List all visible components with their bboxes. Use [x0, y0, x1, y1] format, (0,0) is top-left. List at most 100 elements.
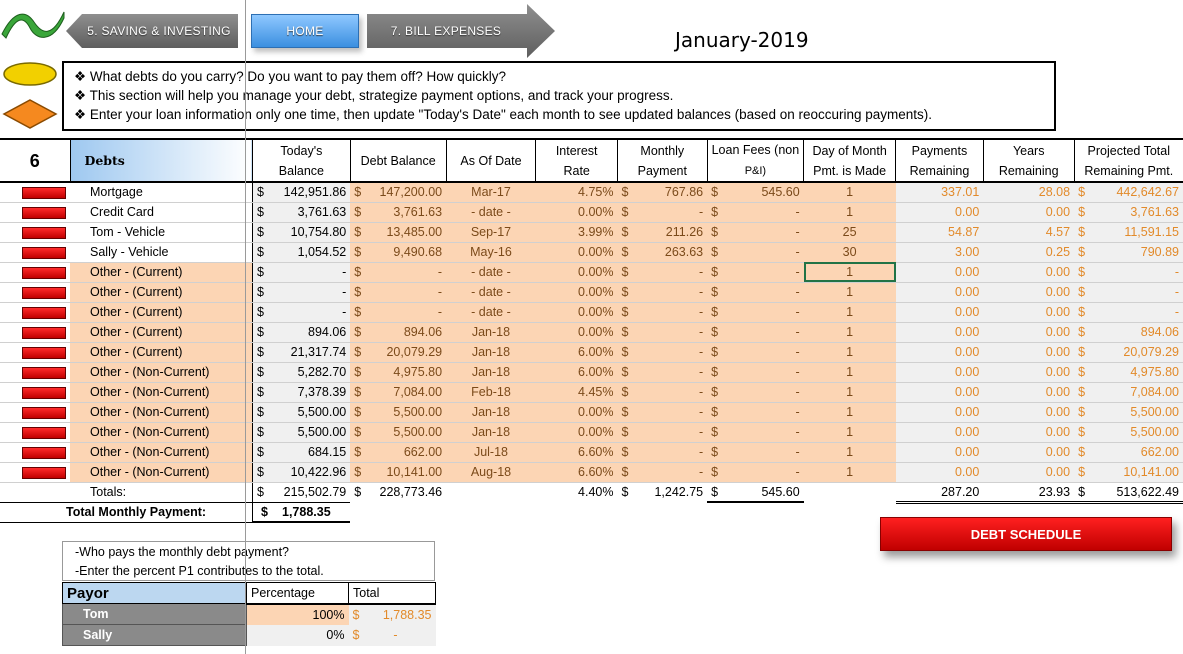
loan-fees[interactable]: -: [795, 245, 800, 259]
monthly-payment[interactable]: -: [698, 445, 704, 459]
nav-next-button[interactable]: 7. BILL EXPENSES: [367, 4, 555, 58]
debt-balance[interactable]: 662.00: [403, 445, 443, 459]
day-of-month[interactable]: 1: [803, 202, 896, 223]
loan-fees[interactable]: -: [795, 445, 800, 459]
debt-name[interactable]: Mortgage: [70, 182, 253, 203]
loan-fees[interactable]: -: [795, 305, 800, 319]
as-of-date[interactable]: Mar-17: [446, 182, 536, 203]
as-of-date[interactable]: - date -: [446, 202, 536, 223]
row-tab[interactable]: [0, 342, 70, 363]
monthly-payment[interactable]: -: [698, 325, 704, 339]
as-of-date[interactable]: - date -: [446, 302, 536, 323]
row-tab[interactable]: [0, 262, 70, 283]
interest-rate[interactable]: 6.00%: [535, 362, 618, 383]
red-tab-icon[interactable]: [22, 206, 66, 219]
loan-fees[interactable]: -: [795, 285, 800, 299]
loan-fees[interactable]: -: [795, 385, 800, 399]
monthly-payment[interactable]: -: [698, 385, 704, 399]
red-tab-icon[interactable]: [22, 326, 66, 339]
day-of-month[interactable]: 1: [803, 462, 896, 483]
row-tab[interactable]: [0, 382, 70, 403]
debt-balance[interactable]: 4,975.80: [393, 365, 443, 379]
debt-balance[interactable]: 5,500.00: [393, 405, 443, 419]
monthly-payment[interactable]: -: [698, 365, 704, 379]
interest-rate[interactable]: 0.00%: [535, 422, 618, 443]
interest-rate[interactable]: 0.00%: [535, 402, 618, 423]
row-tab[interactable]: [0, 402, 70, 423]
as-of-date[interactable]: Jan-18: [446, 322, 536, 343]
red-tab-icon[interactable]: [22, 286, 66, 299]
red-tab-icon[interactable]: [22, 346, 66, 359]
nav-home-button[interactable]: HOME: [251, 14, 359, 48]
day-of-month[interactable]: 30: [803, 242, 896, 263]
debt-balance[interactable]: -: [437, 285, 443, 299]
as-of-date[interactable]: Jan-18: [446, 422, 536, 443]
debt-name[interactable]: Other - (Non-Current): [70, 362, 253, 383]
red-tab-icon[interactable]: [22, 306, 66, 319]
red-tab-icon[interactable]: [22, 406, 66, 419]
debt-balance[interactable]: 20,079.29: [386, 345, 443, 359]
loan-fees[interactable]: -: [795, 325, 800, 339]
interest-rate[interactable]: 6.00%: [535, 342, 618, 363]
row-tab[interactable]: [0, 462, 70, 483]
monthly-payment[interactable]: -: [698, 425, 704, 439]
loan-fees[interactable]: -: [795, 265, 800, 279]
debt-name[interactable]: Other - (Current): [70, 282, 253, 303]
debt-balance[interactable]: 10,141.00: [386, 465, 443, 479]
debt-name[interactable]: Other - (Current): [70, 322, 253, 343]
debt-balance[interactable]: -: [437, 265, 443, 279]
interest-rate[interactable]: 6.60%: [535, 442, 618, 463]
red-tab-icon[interactable]: [22, 266, 66, 279]
row-tab[interactable]: [0, 362, 70, 383]
day-of-month[interactable]: 1: [803, 262, 896, 283]
monthly-payment[interactable]: 211.26: [665, 225, 704, 239]
debt-name[interactable]: Other - (Non-Current): [70, 462, 253, 483]
red-tab-icon[interactable]: [22, 186, 66, 199]
monthly-payment[interactable]: -: [698, 265, 704, 279]
red-tab-icon[interactable]: [22, 246, 66, 259]
debt-name[interactable]: Other - (Non-Current): [70, 422, 253, 443]
red-tab-icon[interactable]: [22, 466, 66, 479]
loan-fees[interactable]: -: [795, 365, 800, 379]
day-of-month[interactable]: 1: [803, 402, 896, 423]
as-of-date[interactable]: Jan-18: [446, 362, 536, 383]
day-of-month[interactable]: 1: [803, 342, 896, 363]
debt-name[interactable]: Other - (Non-Current): [70, 382, 253, 403]
interest-rate[interactable]: 0.00%: [535, 202, 618, 223]
loan-fees[interactable]: -: [795, 405, 800, 419]
monthly-payment[interactable]: -: [698, 345, 704, 359]
debt-name[interactable]: Credit Card: [70, 202, 253, 223]
day-of-month[interactable]: 1: [803, 282, 896, 303]
debt-balance[interactable]: -: [437, 305, 443, 319]
debt-balance[interactable]: 13,485.00: [386, 225, 443, 239]
debt-name[interactable]: Other - (Current): [70, 262, 253, 283]
debt-name[interactable]: Tom - Vehicle: [70, 222, 253, 243]
debt-name[interactable]: Other - (Non-Current): [70, 402, 253, 423]
loan-fees[interactable]: -: [795, 465, 800, 479]
debt-name[interactable]: Other - (Current): [70, 342, 253, 363]
row-tab[interactable]: [0, 222, 70, 243]
as-of-date[interactable]: May-16: [446, 242, 536, 263]
debt-name[interactable]: Other - (Non-Current): [70, 442, 253, 463]
day-of-month[interactable]: 1: [803, 302, 896, 323]
nav-prev-button[interactable]: 5. SAVING & INVESTING: [66, 14, 238, 48]
interest-rate[interactable]: 0.00%: [535, 322, 618, 343]
day-of-month[interactable]: 25: [803, 222, 896, 243]
red-tab-icon[interactable]: [22, 226, 66, 239]
debt-balance[interactable]: 894.06: [403, 325, 443, 339]
as-of-date[interactable]: Aug-18: [446, 462, 536, 483]
payor-percentage[interactable]: 100%: [246, 603, 349, 625]
debt-balance[interactable]: 7,084.00: [393, 385, 443, 399]
day-of-month[interactable]: 1: [803, 182, 896, 203]
as-of-date[interactable]: Jul-18: [446, 442, 536, 463]
red-tab-icon[interactable]: [22, 426, 66, 439]
row-tab[interactable]: [0, 442, 70, 463]
row-tab[interactable]: [0, 202, 70, 223]
monthly-payment[interactable]: -: [698, 465, 704, 479]
monthly-payment[interactable]: -: [698, 285, 704, 299]
row-tab[interactable]: [0, 422, 70, 443]
row-tab[interactable]: [0, 242, 70, 263]
interest-rate[interactable]: 0.00%: [535, 282, 618, 303]
debt-balance[interactable]: 9,490.68: [393, 245, 443, 259]
interest-rate[interactable]: 6.60%: [535, 462, 618, 483]
